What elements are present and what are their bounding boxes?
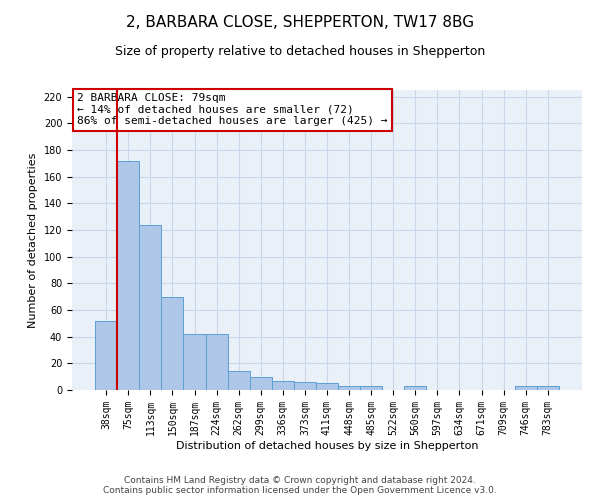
- Bar: [404, 386, 427, 390]
- Bar: [537, 386, 559, 390]
- Bar: [250, 376, 272, 390]
- Bar: [161, 296, 184, 390]
- Bar: [294, 382, 316, 390]
- Bar: [206, 334, 227, 390]
- Y-axis label: Number of detached properties: Number of detached properties: [28, 152, 38, 328]
- Bar: [316, 384, 338, 390]
- Bar: [360, 386, 382, 390]
- Bar: [272, 380, 294, 390]
- Bar: [95, 320, 117, 390]
- Bar: [139, 224, 161, 390]
- Text: 2, BARBARA CLOSE, SHEPPERTON, TW17 8BG: 2, BARBARA CLOSE, SHEPPERTON, TW17 8BG: [126, 15, 474, 30]
- Text: Size of property relative to detached houses in Shepperton: Size of property relative to detached ho…: [115, 45, 485, 58]
- Text: Contains HM Land Registry data © Crown copyright and database right 2024.
Contai: Contains HM Land Registry data © Crown c…: [103, 476, 497, 495]
- Bar: [227, 372, 250, 390]
- X-axis label: Distribution of detached houses by size in Shepperton: Distribution of detached houses by size …: [176, 440, 478, 450]
- Text: 2 BARBARA CLOSE: 79sqm
← 14% of detached houses are smaller (72)
86% of semi-det: 2 BARBARA CLOSE: 79sqm ← 14% of detached…: [77, 93, 388, 126]
- Bar: [515, 386, 537, 390]
- Bar: [117, 160, 139, 390]
- Bar: [184, 334, 206, 390]
- Bar: [338, 386, 360, 390]
